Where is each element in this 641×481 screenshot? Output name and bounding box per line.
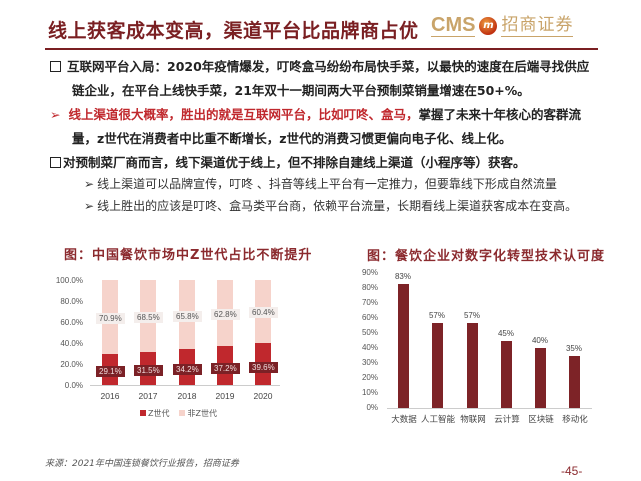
x-tick: 云计算 [494,414,520,424]
legend-item-z: Z世代 [140,408,169,419]
data-label: 60.4% [249,307,278,318]
bar-blockchain [535,348,546,408]
y-tick: 40% [361,343,378,352]
x-tick: 区块链 [528,414,554,424]
y-tick: 100.0% [55,276,83,285]
arrow-bullet-icon: ➢ [84,199,95,213]
data-label: 70.9% [96,313,125,324]
x-tick: 2018 [177,391,197,401]
y-tick: 20% [361,373,378,382]
data-label: 37.2% [211,363,240,374]
y-tick: 30% [361,358,378,367]
legend-swatch-icon [140,410,146,416]
data-label: 45% [497,329,514,338]
x-tick: 大数据 [391,414,417,424]
bullet-2-line1: ➢ 线上渠道很大概率，胜出的就是互联网平台，比如叮咚、盒马，掌握了未来十年核心的客… [50,107,582,122]
bar-mobile [569,356,580,408]
data-label: 40% [531,336,548,345]
data-label: 39.6% [249,362,278,373]
chart1-title: 图：中国餐饮市场中Z世代占比不断提升 [64,248,313,263]
legend-swatch-icon [179,410,186,416]
cms-logo: CMS m 招商证券 [431,14,574,37]
chart1-legend: Z世代 非Z世代 [140,408,217,419]
bullet-1-line2: 链企业，在平台上线快手菜，21年双十一期间两大平台预制菜销量增速在50+%。 [72,83,530,98]
bullet-4: ➢ 线上渠道可以品牌宣传，叮咚 、抖音等线上平台有一定推力，但要靠线下形成自然流量 [84,177,557,191]
bullet-5: ➢ 线上胜出的应该是叮咚、盒马类平台商，依赖平台流量，长期看线上渠道获客成本在变高… [84,199,578,213]
logo-badge-icon: m [479,16,498,35]
y-tick: 80% [361,283,378,292]
bar-iot [467,323,478,408]
chart2-title: 图：餐饮企业对数字化转型技术认可度 [367,249,606,264]
bar-cloud [501,341,512,408]
data-label: 68.5% [134,312,163,323]
data-label: 62.8% [211,309,240,320]
y-tick: 80.0% [60,297,83,306]
source-note: 来源：2021年中国连锁餐饮行业报告，招商证券 [45,459,239,469]
data-label: 34.2% [173,364,202,375]
data-label: 31.5% [134,365,163,376]
bar-big-data [398,284,409,408]
arrow-bullet-icon: ➢ [84,177,95,191]
bar-ai [432,323,443,408]
y-tick: 70% [361,298,378,307]
x-tick: 2016 [100,391,120,401]
x-tick: 2017 [138,391,158,401]
square-bullet-icon [50,61,61,72]
data-label: 83% [394,272,411,281]
bullet-3: 对预制菜厂商而言，线下渠道优于线上，但不排除自建线上渠道（小程序等）获客。 [50,155,526,171]
x-tick: 2019 [215,391,235,401]
header-divider [45,48,598,50]
data-label: 29.1% [96,366,125,377]
square-bullet-icon [50,157,61,168]
x-tick: 人工智能 [420,414,455,424]
chart1-x-axis-line [90,385,280,386]
legend-item-nonz: 非Z世代 [179,408,217,419]
logo-text: CMS [431,14,476,37]
data-label: 35% [565,344,582,353]
y-tick: 60% [361,313,378,322]
chart2-x-axis-line [387,408,592,409]
y-tick: 40.0% [60,339,83,348]
data-label: 65.8% [173,311,202,322]
page-title: 线上获客成本变高，渠道平台比品牌商占优 [48,20,419,42]
y-tick: 60.0% [60,318,83,327]
x-tick: 物联网 [460,414,486,424]
arrow-bullet-icon: ➢ [50,107,61,122]
bullet-1-line1: 互联网平台入局：2020年疫情爆发，叮咚盒马纷纷布局快手菜，以最快的速度在后端寻… [50,59,589,75]
data-label: 57% [463,311,480,320]
bullet-2-line2: 量，z世代在消费者中比重不断增长，z世代的消费习惯更偏向电子化、线上化。 [72,131,512,146]
y-tick: 90% [361,268,378,277]
y-tick: 0.0% [64,381,83,390]
data-label: 57% [428,311,445,320]
y-tick: 0% [366,403,378,412]
x-tick: 移动化 [562,414,588,424]
page-number: -45- [561,464,583,478]
x-tick: 2020 [253,391,273,401]
y-tick: 20.0% [60,360,83,369]
y-tick: 10% [361,388,378,397]
logo-cn-text: 招商证券 [501,15,574,37]
y-tick: 50% [361,328,378,337]
